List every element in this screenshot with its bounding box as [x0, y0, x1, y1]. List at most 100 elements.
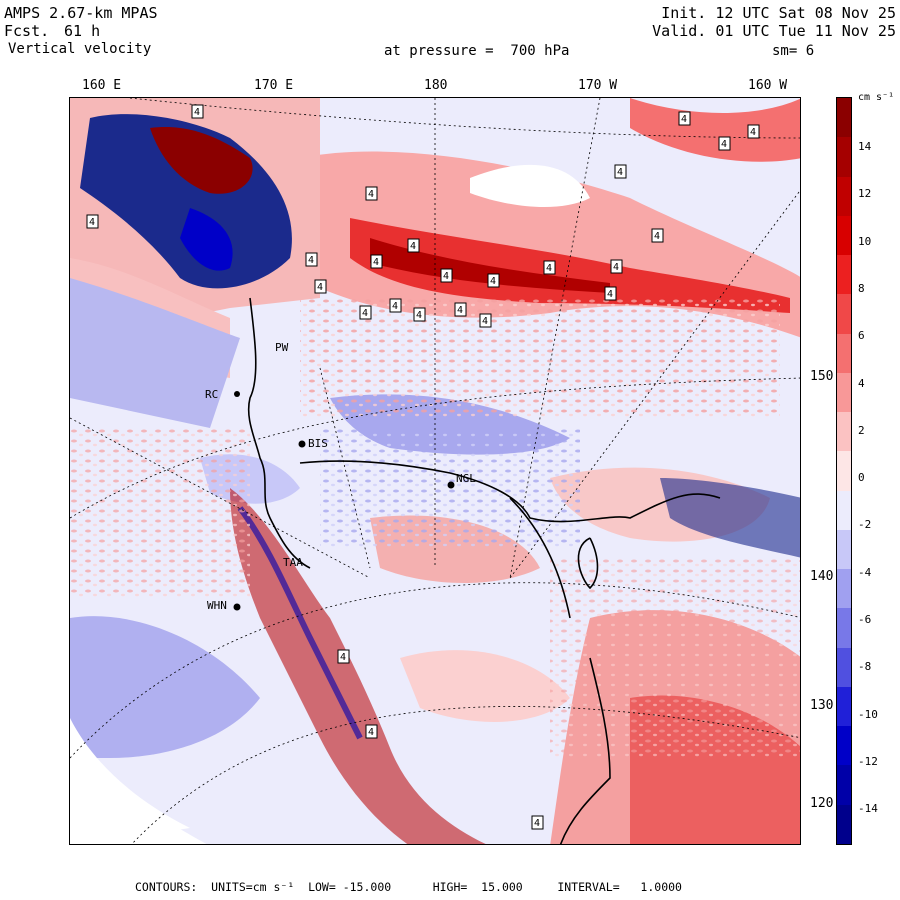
contour-label: 4 [678, 111, 691, 126]
svg-text:4: 4 [194, 107, 200, 118]
colorbar-segment [837, 569, 851, 609]
contour-label: 4 [543, 260, 556, 275]
lon-label-180: 180 [424, 78, 448, 93]
lon-label-160e: 160 E [82, 78, 122, 93]
map-panel: 4 4 4 4 4 4 4 4 4 4 4 4 4 4 4 4 4 4 4 4 … [69, 97, 801, 845]
svg-text:4: 4 [410, 241, 416, 252]
colorbar-tick-label: 10 [858, 234, 872, 248]
svg-text:4: 4 [416, 310, 422, 321]
svg-text:4: 4 [490, 276, 496, 287]
svg-text:4: 4 [362, 308, 368, 319]
colorbar-segment [837, 647, 851, 688]
station-dot-bis [298, 440, 306, 448]
red-band-core [350, 218, 790, 313]
contour-info-footer: CONTOURS: UNITS=cm s⁻¹ LOW= -15.000 HIGH… [135, 880, 682, 894]
lon-label-170w: 170 W [578, 78, 618, 93]
colorbar-segment [837, 372, 851, 413]
svg-text:4: 4 [89, 217, 95, 228]
contour-label: 4 [487, 273, 500, 288]
contour-label: 4 [747, 124, 760, 139]
contour-label: 4 [314, 279, 327, 294]
svg-text:4: 4 [392, 301, 398, 312]
svg-text:4: 4 [607, 289, 613, 300]
colorbar-tick-label: 4 [858, 376, 865, 390]
svg-text:4: 4 [340, 652, 346, 663]
valid-time: Valid. 01 UTC Tue 11 Nov 25 [652, 22, 896, 40]
svg-text:4: 4 [681, 114, 687, 125]
contour-label: 4 [610, 259, 623, 274]
station-label-whn: WHN [207, 599, 227, 612]
graticule [70, 98, 800, 844]
svg-text:4: 4 [373, 257, 379, 268]
svg-text:4: 4 [482, 316, 488, 327]
contour-label: 4 [531, 815, 544, 830]
svg-text:4: 4 [613, 262, 619, 273]
contour-label: 4 [305, 252, 318, 267]
contour-label: 4 [370, 254, 383, 269]
colorbar-tick-label: 12 [858, 187, 872, 201]
colorbar-segment [837, 490, 851, 531]
svg-text:4: 4 [654, 231, 660, 242]
colorbar-tick-label: 14 [858, 140, 872, 153]
colorbar-tick-label: 0 [858, 471, 865, 485]
svg-text:4: 4 [546, 263, 552, 274]
contour-label: 4 [191, 104, 204, 119]
pressure-level: at pressure = 700 hPa [384, 43, 570, 59]
contour-label: 4 [604, 286, 617, 301]
station-label-taa: TAA [283, 556, 303, 569]
colorbar-segment [837, 333, 851, 374]
colorbar-tick-label: -2 [858, 518, 872, 532]
contour-label: 4 [718, 136, 731, 151]
forecast-label: Fcst. [4, 22, 50, 40]
colorbar-tick-label: -14 [858, 802, 878, 816]
contour-label: 4 [479, 313, 492, 328]
contour-label: 4 [413, 307, 426, 322]
contour-label: 4 [365, 186, 378, 201]
svg-text:4: 4 [721, 139, 727, 150]
colorbar-segment [837, 726, 851, 766]
station-label-pw: PW [275, 341, 289, 354]
coast-noise-strip [230, 488, 486, 844]
lon-label-160w: 160 W [748, 78, 788, 93]
contour-label: 4 [359, 305, 372, 320]
colorbar-segment [837, 176, 851, 217]
colorbar-segment [837, 804, 851, 845]
colorbar-segment [837, 412, 851, 452]
smoothing: sm= 6 [772, 43, 815, 59]
colorbar [836, 97, 852, 845]
colorbar-tick-label: -10 [858, 707, 878, 721]
colorbar-segment [837, 686, 851, 727]
station-dot-ngl [447, 481, 455, 489]
contour-label: 4 [454, 302, 467, 317]
svg-text:4: 4 [317, 282, 323, 293]
contour-label: 4 [407, 238, 420, 253]
contour-label: 4 [337, 649, 350, 664]
contour-label: 4 [440, 268, 453, 283]
colorbar-tick-label: 2 [858, 423, 865, 437]
svg-text:4: 4 [534, 818, 540, 829]
lon-label-170e: 170 E [254, 78, 294, 93]
init-time: Init. 12 UTC Sat 08 Nov 25 [661, 4, 896, 22]
station-dot-rc [234, 391, 240, 397]
contour-label: 4 [365, 724, 378, 739]
svg-text:4: 4 [308, 255, 314, 266]
station-label-bis: BIS [308, 437, 328, 450]
model-title: AMPS 2.67-km MPAS [4, 4, 158, 22]
contour-label: 4 [614, 164, 627, 179]
forecast-hour: 61 h [64, 22, 101, 40]
svg-text:4: 4 [617, 167, 623, 178]
colorbar-segment [837, 529, 851, 570]
contour-label: 4 [389, 298, 402, 313]
svg-text:4: 4 [443, 271, 449, 282]
colorbar-tick-label: -12 [858, 754, 878, 768]
contour-label: 4 [651, 228, 664, 243]
colorbar-tick-label: 8 [858, 281, 865, 295]
colorbar-segment [837, 765, 851, 806]
vertical-velocity-map: 4 4 4 4 4 4 4 4 4 4 4 4 4 4 4 4 4 4 4 4 … [70, 98, 800, 844]
station-markers [233, 391, 455, 611]
svg-text:4: 4 [368, 727, 374, 738]
colorbar-tick-label: -4 [858, 565, 872, 579]
contour-labels: 4 4 4 4 4 4 4 4 4 4 4 4 4 4 4 4 4 4 4 4 … [86, 104, 760, 830]
colorbar-units: cm s⁻¹ [858, 92, 895, 103]
colorbar-tick-label: -8 [858, 660, 872, 674]
